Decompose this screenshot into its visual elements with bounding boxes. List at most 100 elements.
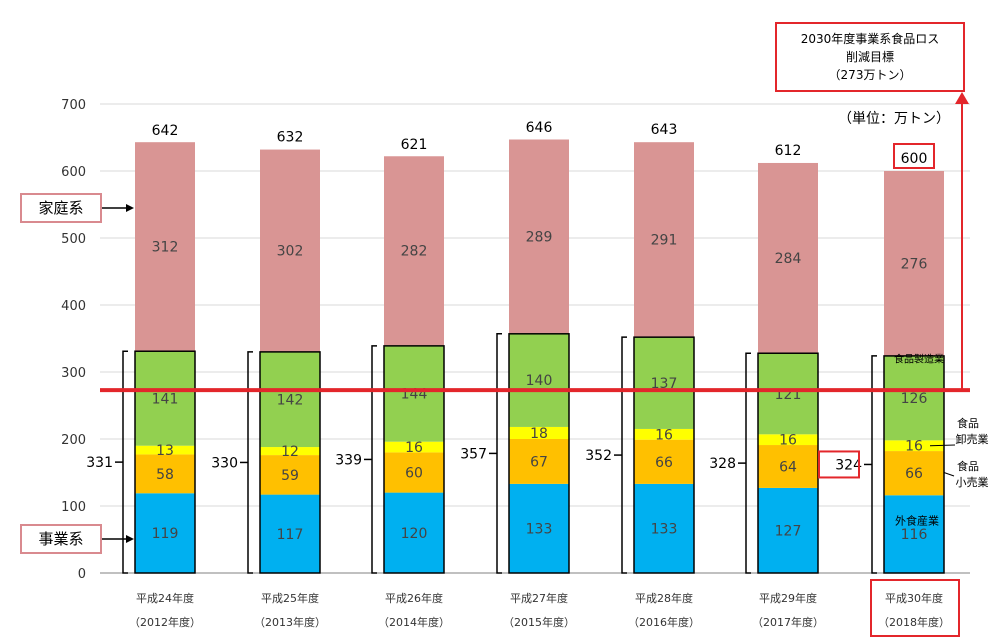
total-label: 632	[277, 130, 304, 146]
bar-value-label: 142	[277, 392, 304, 408]
bar-value-label: 119	[152, 526, 179, 542]
bar-value-label: 67	[530, 454, 548, 470]
business-box	[633, 336, 695, 574]
bar-value-label: 13	[156, 443, 174, 459]
x-tick-sublabel: （2016年度）	[628, 615, 700, 629]
business-bracket	[621, 336, 627, 574]
bar-segment	[884, 440, 944, 452]
total-label: 621	[401, 137, 428, 153]
business-brackets: 331 330 339 357 352 328 324	[86, 333, 945, 574]
bar-value-label: 141	[152, 391, 179, 407]
bar-value-label: 137	[651, 376, 678, 392]
bar-value-label: 18	[530, 426, 548, 442]
bar-value-label: 16	[655, 427, 673, 443]
highlight-year-box	[870, 579, 960, 637]
bar-value-label: 59	[281, 468, 299, 484]
bar-value-label: 116	[901, 527, 928, 543]
business-total-label: 328	[709, 456, 736, 472]
bar-segment	[509, 139, 569, 334]
business-total-label: 339	[335, 452, 362, 468]
y-tick-label: 100	[61, 500, 86, 515]
y-tick-label: 0	[78, 567, 86, 582]
bar-segment	[758, 162, 818, 354]
bar-value-label: 133	[526, 521, 553, 537]
bar-value-label: 16	[405, 440, 423, 456]
bar-segment	[135, 351, 195, 446]
bar-value-label: 302	[277, 244, 304, 260]
bar-segment	[884, 355, 944, 441]
wholesale-label-1: 食品	[957, 416, 979, 430]
x-tick-label: 平成24年度	[136, 591, 194, 605]
x-tick-label: 平成28年度	[635, 591, 693, 605]
x-axis: 平成24年度 （2012年度） 平成25年度 （2013年度） 平成26年度 （2014年…	[129, 591, 950, 629]
business-total-label: 330	[211, 455, 238, 471]
retail-leader	[943, 472, 955, 477]
x-tick-sublabel: （2012年度）	[129, 615, 201, 629]
business-box	[259, 351, 321, 574]
household-label: 家庭系	[20, 193, 102, 223]
bar-value-label: 60	[405, 466, 423, 482]
restaurant-label: 外食産業	[895, 513, 939, 527]
bar-value-label: 282	[401, 244, 428, 260]
bar-segment	[384, 492, 444, 573]
bar-segment	[634, 483, 694, 573]
retail-label-1: 食品	[957, 459, 979, 473]
target-box-line2: 削減目標	[845, 50, 894, 64]
bar-value-label: 289	[526, 229, 553, 245]
bar-segment	[758, 434, 818, 446]
bar-segment	[884, 171, 944, 356]
wholesale-label-2: 卸売業	[956, 432, 989, 446]
business-total-label: 352	[585, 448, 612, 464]
business-total-label: 331	[86, 455, 113, 471]
bar-segment	[135, 454, 195, 494]
retail-label-2: 小売業	[956, 476, 989, 489]
total-label: 643	[651, 122, 678, 138]
bar-segment	[135, 445, 195, 455]
y-tick-label: 500	[61, 232, 86, 247]
y-tick-label: 700	[61, 98, 86, 113]
bar-value-label: 58	[156, 467, 174, 483]
x-tick-label: 平成25年度	[261, 591, 319, 605]
bar-segment	[135, 493, 195, 573]
business-bracket	[745, 352, 751, 574]
bar-segment	[634, 428, 694, 440]
bar-segment	[509, 439, 569, 484]
bar-segment	[509, 333, 569, 427]
x-tick-label: 平成26年度	[385, 591, 443, 605]
business-box	[883, 355, 945, 574]
business-bracket	[496, 333, 502, 574]
unit-label: （単位：万トン）	[838, 111, 950, 127]
bar-segment	[634, 439, 694, 484]
household-arrow-head	[126, 204, 134, 212]
value-labels: 119 58 13 141 312 642 117 59 12 142 302 632 120 60 16 1…	[152, 120, 928, 543]
bar-value-label: 117	[277, 527, 304, 543]
bar-segment	[384, 441, 444, 453]
total-label: 600	[901, 151, 928, 167]
total-label: 642	[152, 123, 179, 139]
bar-segment	[758, 445, 818, 488]
bar-value-label: 126	[901, 391, 928, 407]
bar-value-label: 16	[779, 433, 797, 449]
x-tick-sublabel: （2014年度）	[378, 615, 450, 629]
x-tick-label: 平成27年度	[510, 591, 568, 605]
bar-segment	[884, 451, 944, 496]
bar-segment	[758, 353, 818, 435]
bar-value-label: 66	[905, 466, 923, 482]
target-arrow-head	[955, 92, 969, 104]
bar-segment	[260, 447, 320, 456]
bar-value-label: 276	[901, 256, 928, 272]
business-arrow-head	[126, 535, 134, 543]
bar-segment	[509, 426, 569, 439]
business-box	[383, 345, 445, 574]
wholesale-leader	[929, 444, 956, 447]
bar-segment	[758, 487, 818, 573]
manufacturing-label: 食品製造業	[894, 353, 944, 366]
bar-segment	[634, 142, 694, 338]
bar-value-label: 64	[779, 459, 797, 475]
x-tick-sublabel: （2018年度）	[878, 615, 950, 629]
bar-segment	[634, 337, 694, 429]
highlight-total-box	[893, 143, 935, 169]
y-tick-label: 400	[61, 299, 86, 314]
x-tick-label: 平成29年度	[759, 591, 817, 605]
